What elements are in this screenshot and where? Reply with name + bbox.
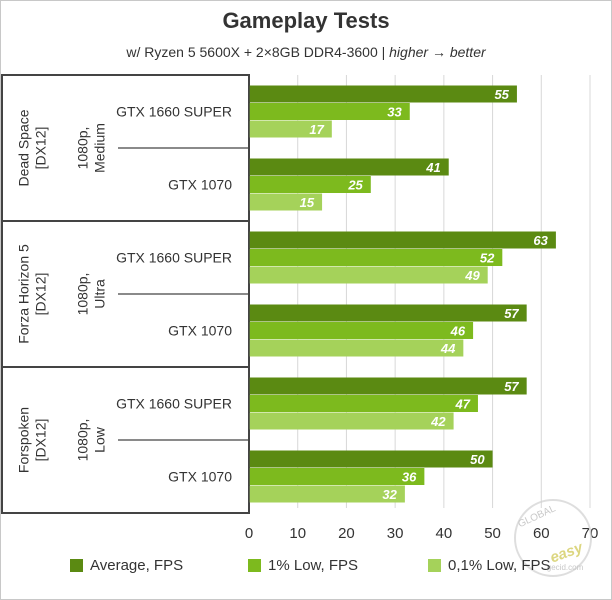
bar-average (249, 377, 527, 395)
game-label: Forspoken[DX12] (16, 407, 49, 473)
bar-01-low (249, 412, 454, 430)
bar-value-label: 41 (425, 160, 440, 175)
watermark-bottom: gecid.com (547, 563, 584, 572)
card-label: GTX 1660 SUPER (116, 250, 232, 266)
settings-label-line: Medium (92, 123, 108, 173)
bar-01-low (249, 485, 405, 503)
bar-01-low (249, 120, 332, 138)
bar-value-label: 17 (309, 122, 324, 137)
bar-value-label: 15 (300, 195, 315, 210)
bar-value-label: 49 (464, 268, 480, 283)
bar-average (249, 304, 527, 322)
bar-value-label: 25 (347, 178, 363, 193)
legend-item-average: Average, FPS (70, 557, 183, 574)
subtitle-note: higher → better (389, 44, 486, 60)
card-label: GTX 1070 (168, 323, 232, 339)
x-tick-label: 20 (338, 525, 355, 542)
legend-item-01-low: 0,1% Low, FPS (428, 557, 551, 574)
legend-label-1-low: 1% Low, FPS (268, 557, 359, 574)
chart-title: Gameplay Tests (222, 8, 390, 33)
legend-label-01-low: 0,1% Low, FPS (448, 557, 551, 574)
x-tick-label: 50 (484, 525, 501, 542)
bar-average (249, 85, 517, 103)
game-label-line: Dead Space (16, 109, 32, 186)
bar-value-label: 50 (470, 452, 485, 467)
game-label-line: [DX12] (33, 273, 49, 316)
settings-label-line: 1080p, (75, 419, 91, 462)
bar-value-label: 36 (402, 470, 417, 485)
bar-average (249, 450, 493, 468)
bar-value-label: 57 (504, 306, 519, 321)
card-label: GTX 1660 SUPER (116, 104, 232, 120)
card-label: GTX 1070 (168, 177, 232, 193)
bar-1-low (249, 103, 410, 120)
chart-subtitle: w/ Ryzen 5 5600X + 2×8GB DDR4-3600 | hig… (0, 44, 612, 60)
bar-value-label: 63 (533, 233, 548, 248)
watermark-ring (514, 499, 592, 577)
bar-1-low (249, 322, 474, 339)
x-tick-label: 40 (436, 525, 453, 542)
bar-1-low (249, 468, 425, 485)
settings-label-line: 1080p, (75, 273, 91, 316)
bar-average (249, 158, 449, 176)
game-label: Forza Horizon 5[DX12] (16, 244, 49, 344)
bar-value-label: 55 (494, 87, 509, 102)
card-label: GTX 1660 SUPER (116, 396, 232, 412)
x-tick-label: 60 (533, 525, 550, 542)
bar-value-label: 52 (480, 251, 495, 266)
settings-label: 1080p,Low (75, 419, 108, 462)
bar-1-low (249, 249, 503, 266)
bar-value-label: 32 (382, 487, 397, 502)
bar-average (249, 231, 556, 249)
legend-item-1-low: 1% Low, FPS (248, 557, 358, 574)
game-label-line: Forspoken (16, 407, 32, 473)
settings-label: 1080p,Medium (75, 123, 108, 173)
bar-value-label: 47 (454, 397, 470, 412)
legend-swatch-1-low (248, 559, 261, 572)
settings-label-line: 1080p, (75, 127, 91, 170)
bar-01-low (249, 193, 323, 211)
game-label-line: [DX12] (33, 419, 49, 462)
x-tick-label: 0 (245, 525, 253, 542)
settings-label-line: Ultra (92, 279, 108, 309)
game-label: Dead Space[DX12] (16, 109, 49, 186)
subtitle-setup: w/ Ryzen 5 5600X + 2×8GB DDR4-3600 | (126, 44, 390, 60)
settings-label: 1080p,Ultra (75, 273, 108, 316)
bar-value-label: 46 (450, 324, 466, 339)
card-label: GTX 1070 (168, 469, 232, 485)
bar-01-low (249, 266, 488, 284)
bar-value-label: 57 (504, 379, 519, 394)
bar-value-label: 33 (387, 105, 402, 120)
settings-label-line: Low (92, 426, 108, 453)
legend-swatch-average (70, 559, 83, 572)
legend-label-average: Average, FPS (90, 557, 184, 574)
game-label-line: [DX12] (33, 127, 49, 170)
bar-value-label: 44 (440, 341, 456, 356)
x-tick-label: 30 (387, 525, 404, 542)
game-label-line: Forza Horizon 5 (16, 244, 32, 344)
bar-1-low (249, 395, 478, 412)
legend-swatch-01-low (428, 559, 441, 572)
bar-1-low (249, 176, 371, 193)
bar-value-label: 42 (430, 414, 446, 429)
bar-01-low (249, 339, 464, 357)
x-tick-label: 10 (289, 525, 306, 542)
